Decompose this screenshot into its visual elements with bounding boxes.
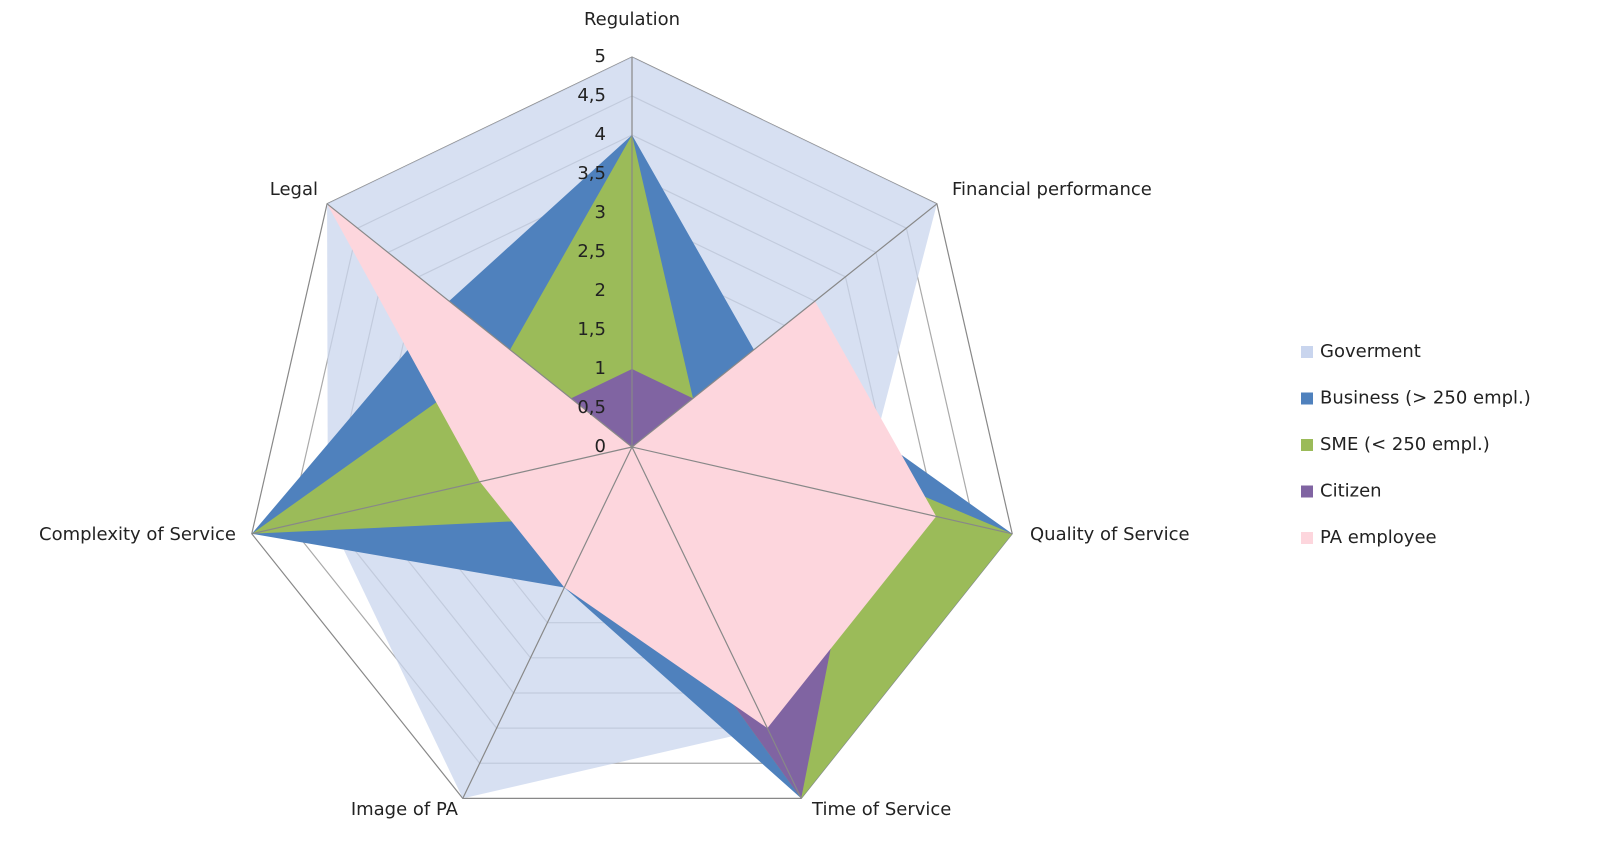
legend-swatch <box>1301 485 1313 498</box>
axis-label: Legal <box>270 179 318 200</box>
grid-ring <box>251 56 1013 799</box>
axis-label: Financial performance <box>952 179 1152 200</box>
spoke <box>631 446 1013 535</box>
axis-label: Regulation <box>584 9 680 30</box>
axis-label: Image of PA <box>351 799 459 820</box>
spoke <box>631 446 802 799</box>
series-area <box>327 203 937 729</box>
legend-swatch <box>1301 439 1313 451</box>
r-tick-label: 0,5 <box>577 397 606 418</box>
r-tick-label: 1 <box>595 358 606 379</box>
r-tick-label: 2,5 <box>577 241 606 262</box>
legend-label: Citizen <box>1320 481 1382 502</box>
axis-label: Complexity of Service <box>39 524 236 545</box>
r-tick-label: 4,5 <box>577 85 606 106</box>
spoke <box>462 446 633 799</box>
legend-label: SME (< 250 empl.) <box>1320 434 1490 455</box>
spoke <box>326 203 633 448</box>
axis-label: Quality of Service <box>1030 524 1190 545</box>
spoke <box>631 203 938 448</box>
r-tick-label: 3 <box>595 202 606 223</box>
spoke <box>251 446 633 535</box>
legend-swatch <box>1301 532 1313 544</box>
legend-swatch <box>1301 392 1313 405</box>
legend-label: Goverment <box>1320 341 1421 362</box>
legend-swatch <box>1301 346 1313 358</box>
legend-label: PA employee <box>1320 527 1437 548</box>
r-tick-label: 2 <box>595 280 606 301</box>
legend-label: Business (> 250 empl.) <box>1320 388 1531 409</box>
r-tick-label: 0 <box>595 436 606 457</box>
r-tick-label: 3,5 <box>577 163 606 184</box>
r-tick-label: 1,5 <box>577 319 606 340</box>
r-tick-label: 5 <box>595 46 606 67</box>
axis-label: Time of Service <box>811 799 951 820</box>
r-tick-label: 4 <box>595 124 606 145</box>
